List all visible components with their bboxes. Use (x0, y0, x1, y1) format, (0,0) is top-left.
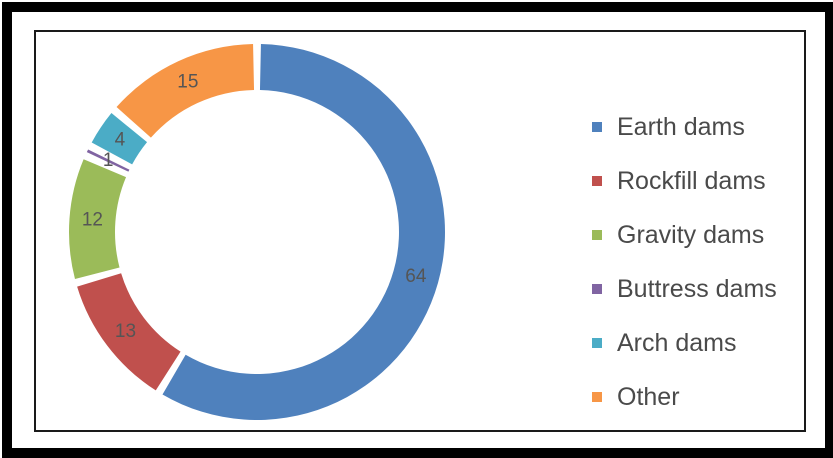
legend-label: Gravity dams (617, 220, 765, 249)
legend-item-gravity-dams: Gravity dams (592, 208, 777, 262)
donut-slice-earth-dams (162, 44, 446, 420)
legend-swatch (592, 230, 602, 240)
data-label-arch-dams: 4 (115, 130, 126, 151)
legend-swatch (592, 392, 602, 402)
legend-label: Earth dams (617, 112, 745, 141)
legend-item-arch-dams: Arch dams (592, 316, 777, 370)
donut-data-labels: 64 13 12 14 15 (82, 72, 427, 342)
data-label-rockfill-dams: 13 (115, 321, 136, 342)
legend-swatch (592, 338, 602, 348)
legend-swatch (592, 284, 602, 294)
legend-swatch (592, 176, 602, 186)
legend-label: Buttress dams (617, 274, 777, 303)
legend-label: Arch dams (617, 328, 737, 357)
data-label-gravity-dams: 12 (82, 210, 103, 231)
legend-item-buttress-dams: Buttress dams (592, 262, 777, 316)
donut-slice-buttress-dams (86, 149, 130, 172)
legend-label: Other (617, 382, 680, 411)
legend-swatch (592, 122, 602, 132)
data-label-buttress-dams: 1 (103, 150, 114, 171)
data-label-earth-dams: 64 (405, 266, 427, 287)
donut-slice-other (116, 44, 255, 138)
data-label-other: 15 (177, 72, 198, 93)
legend-item-rockfill-dams: Rockfill dams (592, 154, 777, 208)
legend-item-earth-dams: Earth dams (592, 100, 777, 154)
donut-slice-rockfill-dams (77, 273, 181, 391)
donut-slice-gravity-dams (69, 159, 127, 280)
chart-legend: Earth dams Rockfill dams Gravity dams Bu… (592, 100, 777, 424)
legend-item-other: Other (592, 370, 777, 424)
legend-label: Rockfill dams (617, 166, 766, 195)
donut-slice-arch-dams (91, 113, 148, 165)
donut-slices (69, 44, 446, 420)
